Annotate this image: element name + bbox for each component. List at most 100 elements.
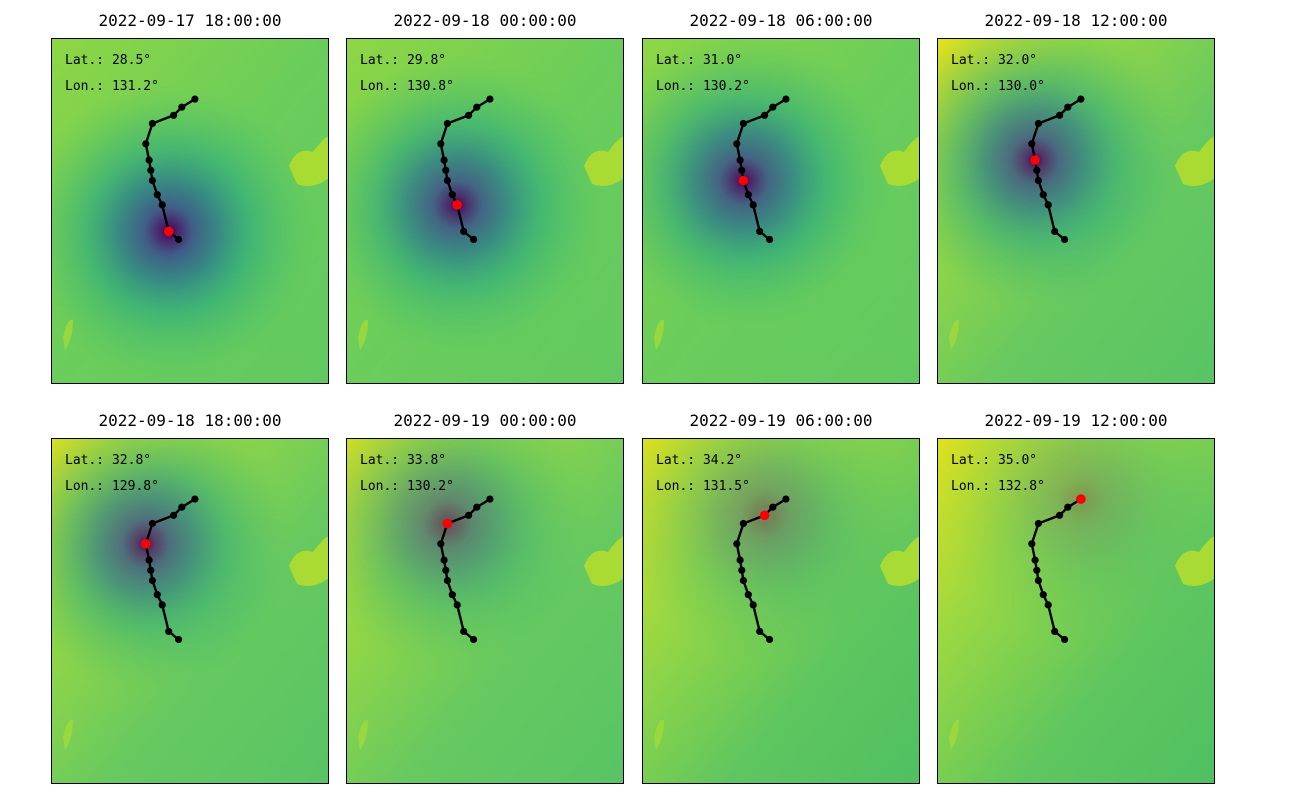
track-point <box>460 627 468 635</box>
track-point <box>766 635 774 644</box>
panel-frame <box>642 438 920 784</box>
track-point <box>1044 601 1052 609</box>
current-position-marker <box>141 539 151 549</box>
track-point <box>443 576 451 585</box>
track-point <box>744 191 752 199</box>
land-feature <box>584 136 624 186</box>
track-point <box>473 103 481 111</box>
land-feature <box>654 319 664 350</box>
longitude-label: Lon.: 132.8° <box>951 479 1045 494</box>
track-point <box>170 511 178 519</box>
panel-title: 2022-09-17 18:00:00 <box>98 11 282 30</box>
track-point <box>1034 519 1042 528</box>
land-feature <box>1175 136 1215 186</box>
current-position-marker <box>163 226 174 237</box>
panel-frame <box>937 38 1215 384</box>
map-panel: 2022-09-19 00:00:00 Lat.: 33.8° Lon.: 13… <box>346 411 624 784</box>
track-point <box>158 601 166 609</box>
track-map <box>642 38 920 384</box>
latitude-label: Lat.: 31.0° <box>656 53 743 68</box>
track-point <box>1028 540 1036 548</box>
track-point <box>733 140 741 148</box>
panel-title: 2022-09-18 12:00:00 <box>984 11 1168 30</box>
current-position-marker <box>738 175 749 186</box>
panel-title: 2022-09-19 00:00:00 <box>393 411 577 430</box>
panel-title: 2022-09-19 12:00:00 <box>984 411 1168 430</box>
track-point <box>460 227 468 235</box>
panel-frame <box>346 38 624 384</box>
latitude-label: Lat.: 32.8° <box>65 453 152 468</box>
pressure-field <box>937 38 1215 384</box>
track-point <box>147 166 155 174</box>
land-feature <box>289 536 329 586</box>
land-feature <box>654 719 664 750</box>
track-point <box>440 156 448 164</box>
track-point <box>443 119 451 128</box>
panel-title: 2022-09-19 06:00:00 <box>689 411 873 430</box>
track-point <box>1056 511 1064 519</box>
track-point <box>761 111 769 119</box>
current-position-marker <box>759 510 770 521</box>
track-point <box>175 635 183 644</box>
pressure-field <box>642 438 920 784</box>
track-point <box>1056 111 1064 119</box>
longitude-label: Lon.: 130.2° <box>656 79 750 94</box>
track-point <box>1034 176 1042 185</box>
longitude-label: Lon.: 130.2° <box>360 479 454 494</box>
latitude-label: Lat.: 33.8° <box>360 453 447 468</box>
panel-frame <box>51 38 329 384</box>
map-panel: 2022-09-17 18:00:00 Lat.: 28.5° Lon.: 13… <box>51 11 329 384</box>
track-point <box>465 511 473 519</box>
map-panel: 2022-09-18 12:00:00 Lat.: 32.0° Lon.: 13… <box>937 11 1215 384</box>
track-point <box>1028 140 1036 148</box>
track-point <box>442 566 450 574</box>
track-point <box>191 495 199 503</box>
track-point <box>733 540 741 548</box>
track-point <box>769 103 777 111</box>
track-point <box>465 111 473 119</box>
track-point <box>486 495 494 503</box>
pressure-field <box>642 38 920 384</box>
track-point <box>749 601 757 609</box>
land-feature <box>358 319 368 350</box>
latitude-label: Lat.: 29.8° <box>360 53 447 68</box>
land-feature <box>63 719 73 750</box>
track-point <box>191 95 199 103</box>
track-map <box>51 38 329 384</box>
land-feature <box>584 536 624 586</box>
track-point <box>473 503 481 511</box>
track-point <box>145 556 153 564</box>
land-feature <box>358 719 368 750</box>
current-position-marker <box>1030 155 1040 165</box>
current-position-marker <box>1076 494 1086 504</box>
panel-title: 2022-09-18 00:00:00 <box>393 11 577 30</box>
track-point <box>738 566 746 574</box>
panel-title: 2022-09-18 06:00:00 <box>689 11 873 30</box>
panel-frame <box>937 438 1215 784</box>
track-point <box>739 119 747 128</box>
track-point <box>766 235 774 244</box>
track-point <box>148 576 156 585</box>
track-point <box>175 235 183 244</box>
track-point <box>448 191 456 199</box>
track-point <box>738 166 746 174</box>
track-point <box>142 140 150 148</box>
panel-frame <box>346 438 624 784</box>
track-point <box>148 519 156 528</box>
land-feature <box>949 719 959 750</box>
longitude-label: Lon.: 130.0° <box>951 79 1045 94</box>
track-point <box>148 119 156 128</box>
track-point <box>147 566 155 574</box>
pressure-field <box>51 438 329 784</box>
longitude-label: Lon.: 129.8° <box>65 479 159 494</box>
track-point <box>769 503 777 511</box>
track-point <box>782 495 790 503</box>
track-point <box>1034 119 1042 128</box>
track-point <box>756 227 764 235</box>
track-point <box>158 201 166 209</box>
track-point <box>1039 591 1047 599</box>
track-point <box>453 601 461 609</box>
land-feature <box>63 319 73 350</box>
track-point <box>1077 95 1085 103</box>
land-feature <box>880 536 920 586</box>
